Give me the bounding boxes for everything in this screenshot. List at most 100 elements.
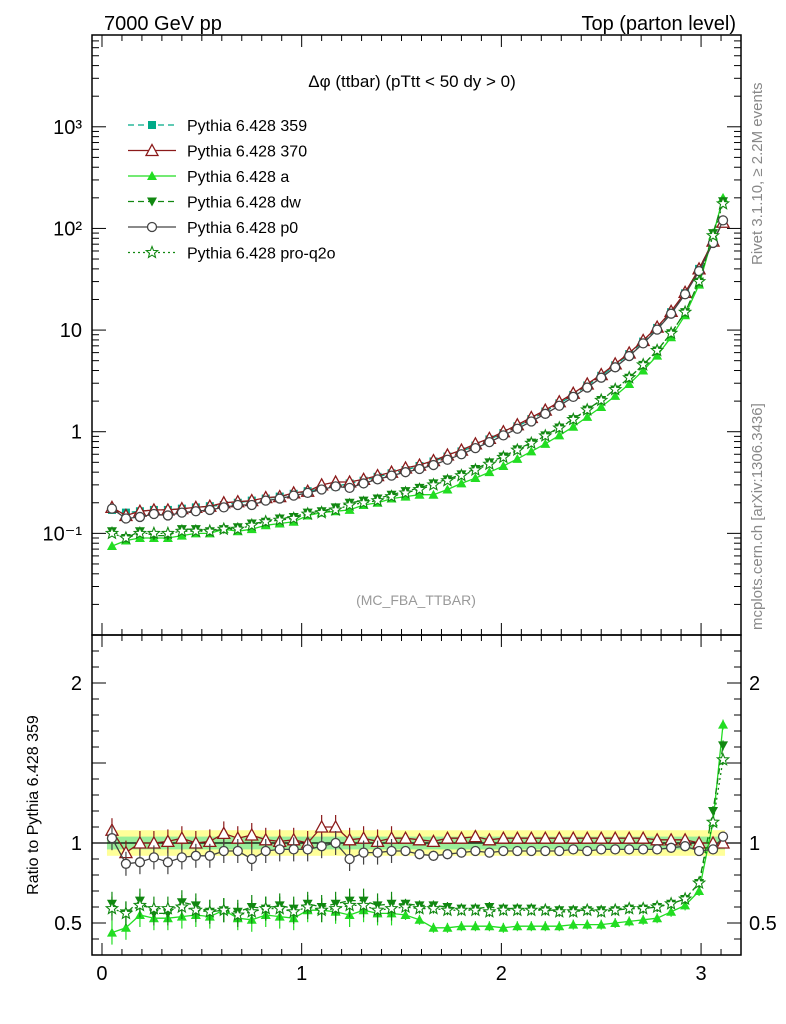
- data-point: [146, 525, 162, 540]
- x-tick-label: 1: [296, 963, 307, 985]
- ratio-point: [594, 904, 609, 918]
- ratio-point: [638, 914, 649, 924]
- ratio-point: [260, 845, 271, 857]
- data-point: [663, 325, 679, 340]
- ratio-point: [651, 844, 663, 855]
- data-point: [442, 484, 453, 494]
- rivet-label: Rivet 3.1.10, ≥ 2.2M events: [749, 83, 766, 266]
- data-point: [190, 506, 201, 517]
- data-point: [370, 493, 385, 507]
- x-tick-label: 3: [695, 963, 706, 985]
- legend-label: Pythia 6.428 pro-q2o: [187, 246, 336, 263]
- data-point: [691, 274, 707, 288]
- data-point: [428, 459, 439, 471]
- data-point: [384, 489, 399, 503]
- ratio-point: [104, 901, 120, 915]
- ratio-point: [384, 901, 399, 915]
- ratio-point: [426, 834, 441, 848]
- data-point: [106, 541, 117, 551]
- data-point: [414, 463, 425, 475]
- legend-label: Pythia 6.428 dw: [187, 195, 301, 212]
- ratio-point: [358, 847, 369, 858]
- data-point: [160, 525, 176, 540]
- ratio-point: [540, 921, 551, 931]
- ratio-point: [428, 922, 439, 932]
- data-point: [386, 470, 397, 481]
- ratio-point: [300, 899, 315, 914]
- ratio-point: [580, 902, 595, 917]
- ratio-panel: 0 1 2 3 0.5 0.5 1 1 2 2: [54, 634, 777, 985]
- ratio-line: [111, 724, 724, 934]
- data-point: [358, 478, 369, 489]
- data-point: [216, 521, 231, 536]
- data-point: [498, 460, 509, 470]
- y-tick-label: 10²: [53, 218, 82, 240]
- ratio-point: [454, 902, 469, 917]
- ratio-point: [679, 841, 691, 852]
- series-line: [111, 220, 724, 520]
- ratio-point: [272, 901, 287, 915]
- ratio-point: [482, 904, 497, 918]
- ratio-point: [146, 901, 162, 915]
- ratio-point: [412, 832, 427, 846]
- ratio-point: [232, 845, 243, 857]
- data-point: [204, 504, 215, 516]
- data-point: [552, 420, 567, 435]
- ratio-point: [663, 896, 679, 910]
- data-point: [638, 338, 649, 349]
- data-point: [344, 482, 355, 494]
- data-point: [482, 456, 497, 471]
- ratio-point: [328, 901, 343, 915]
- legend-marker: [146, 221, 158, 233]
- data-point: [540, 438, 551, 448]
- ratio-point: [526, 845, 537, 857]
- ratio-point: [440, 902, 455, 917]
- ratio-point: [216, 826, 231, 840]
- data-point: [188, 523, 203, 538]
- ratio-point: [162, 857, 174, 868]
- data-point: [679, 289, 691, 300]
- series-pythia-6-428-p0: [106, 215, 729, 524]
- ratio-point: [426, 901, 441, 915]
- ratio-point: [454, 830, 469, 844]
- ratio-point: [622, 901, 637, 915]
- data-point: [176, 507, 188, 518]
- data-point: [705, 228, 721, 242]
- ratio-point: [244, 904, 259, 918]
- ratio-point: [526, 921, 537, 931]
- data-point: [484, 436, 495, 448]
- data-point: [635, 357, 651, 371]
- data-point: [244, 517, 259, 532]
- ratio-point: [174, 830, 189, 844]
- data-point: [300, 506, 315, 521]
- ratio-point: [596, 844, 607, 855]
- ratio-point: [624, 844, 635, 855]
- data-point: [717, 215, 729, 226]
- data-point: [596, 372, 607, 383]
- data-point: [526, 416, 537, 427]
- ratio-point: [428, 850, 439, 861]
- ratio-point: [442, 849, 453, 860]
- ratio-point: [580, 830, 595, 844]
- ratio-point: [330, 837, 341, 849]
- data-point: [246, 524, 257, 534]
- ratio-point: [442, 922, 453, 932]
- data-point: [484, 467, 495, 477]
- ratio-point: [510, 902, 525, 917]
- ratio-point: [118, 905, 134, 920]
- data-point: [651, 324, 663, 335]
- ratio-point: [440, 830, 455, 844]
- ratio-point: [582, 919, 593, 929]
- data-point: [608, 381, 623, 396]
- ratio-point: [400, 845, 411, 857]
- data-point: [624, 378, 635, 388]
- data-point: [622, 370, 637, 384]
- ratio-point: [134, 857, 146, 868]
- ratio-point: [512, 921, 523, 931]
- ratio-point: [496, 902, 511, 917]
- data-point: [510, 442, 525, 457]
- ratio-point: [715, 835, 731, 849]
- data-point: [715, 196, 731, 210]
- data-point: [286, 510, 301, 525]
